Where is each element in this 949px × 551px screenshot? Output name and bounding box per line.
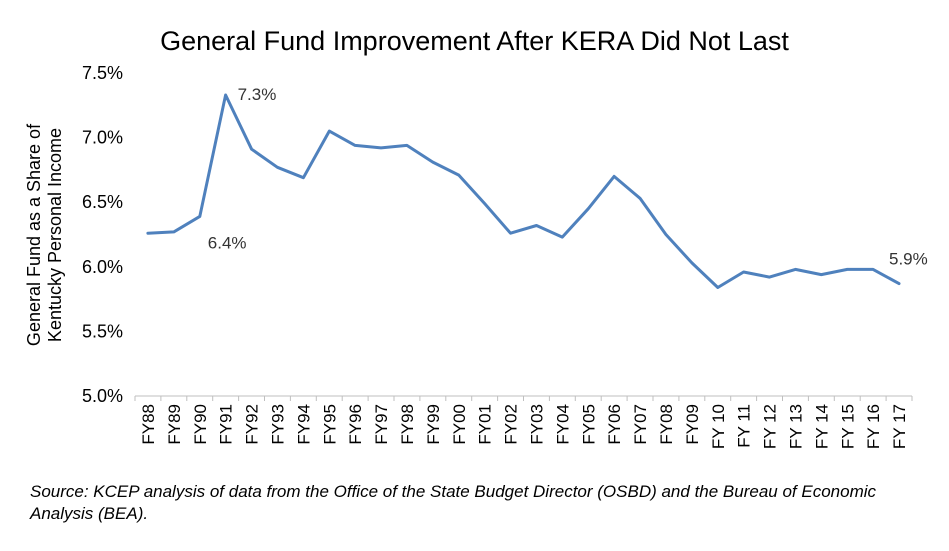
x-tick-label: FY 10: [709, 404, 728, 449]
x-tick-label: FY01: [476, 404, 495, 445]
chart-title: General Fund Improvement After KERA Did …: [160, 26, 789, 56]
x-tick-label: FY96: [346, 404, 365, 445]
x-tick-label: FY03: [527, 404, 546, 445]
x-tick-label: FY 15: [838, 404, 857, 449]
x-tick-label: FY09: [683, 404, 702, 445]
x-tick-label: FY05: [579, 404, 598, 445]
y-axis-ticks: 5.0% 5.5% 6.0% 6.5% 7.0% 7.5%: [82, 63, 123, 406]
x-tick-label: FY90: [191, 404, 210, 445]
x-axis-ticks: FY88 FY89 FY90 FY91 FY92 FY93 FY94 FY95 FY96 FY97…: [139, 404, 909, 449]
x-tick-label: FY95: [320, 404, 339, 445]
y-tick-label: 7.0%: [82, 128, 123, 148]
x-tick-label: FY97: [372, 404, 391, 445]
data-label: 5.9%: [889, 250, 928, 269]
y-tick-label: 5.0%: [82, 386, 123, 406]
x-tick-label: FY98: [398, 404, 417, 445]
x-tick-label: FY94: [294, 404, 313, 445]
x-tick-label: FY88: [139, 404, 158, 445]
y-axis-label-line-1: General Fund as a Share of: [24, 123, 44, 346]
y-axis-label: General Fund as a Share of Kentucky Pers…: [24, 123, 65, 346]
x-tick-label: FY89: [165, 404, 184, 445]
x-tick-label: FY 12: [761, 404, 780, 449]
y-tick-label: 5.5%: [82, 321, 123, 341]
data-label: 7.3%: [238, 85, 277, 104]
source-note: Source: KCEP analysis of data from the O…: [30, 482, 877, 523]
y-tick-label: 6.0%: [82, 257, 123, 277]
x-tick-label: FY91: [217, 404, 236, 445]
x-tick-label: FY93: [268, 404, 287, 445]
data-label: 6.4%: [208, 233, 247, 252]
y-axis-label-line-2: Kentucky Personal Income: [45, 128, 65, 342]
x-tick-label: FY02: [502, 404, 521, 445]
data-labels: 7.3% 6.4% 5.9%: [208, 85, 928, 269]
x-tick-label: FY 11: [735, 404, 754, 448]
x-tick-label: FY00: [450, 404, 469, 445]
x-tick-label: FY 14: [812, 404, 831, 449]
x-tick-label: FY08: [657, 404, 676, 445]
x-tick-label: FY07: [631, 404, 650, 445]
x-tick-label: FY06: [605, 404, 624, 445]
x-tick-label: FY99: [424, 404, 443, 445]
y-tick-label: 6.5%: [82, 192, 123, 212]
x-tick-label: FY 16: [864, 404, 883, 449]
x-tick-label: FY 13: [786, 404, 805, 449]
x-tick-label: FY04: [553, 404, 572, 445]
x-axis-tickmarks: [134, 396, 913, 401]
y-tick-label: 7.5%: [82, 63, 123, 83]
series-line: [146, 93, 901, 289]
x-tick-label: FY 17: [890, 404, 909, 449]
x-tick-label: FY92: [243, 404, 262, 445]
